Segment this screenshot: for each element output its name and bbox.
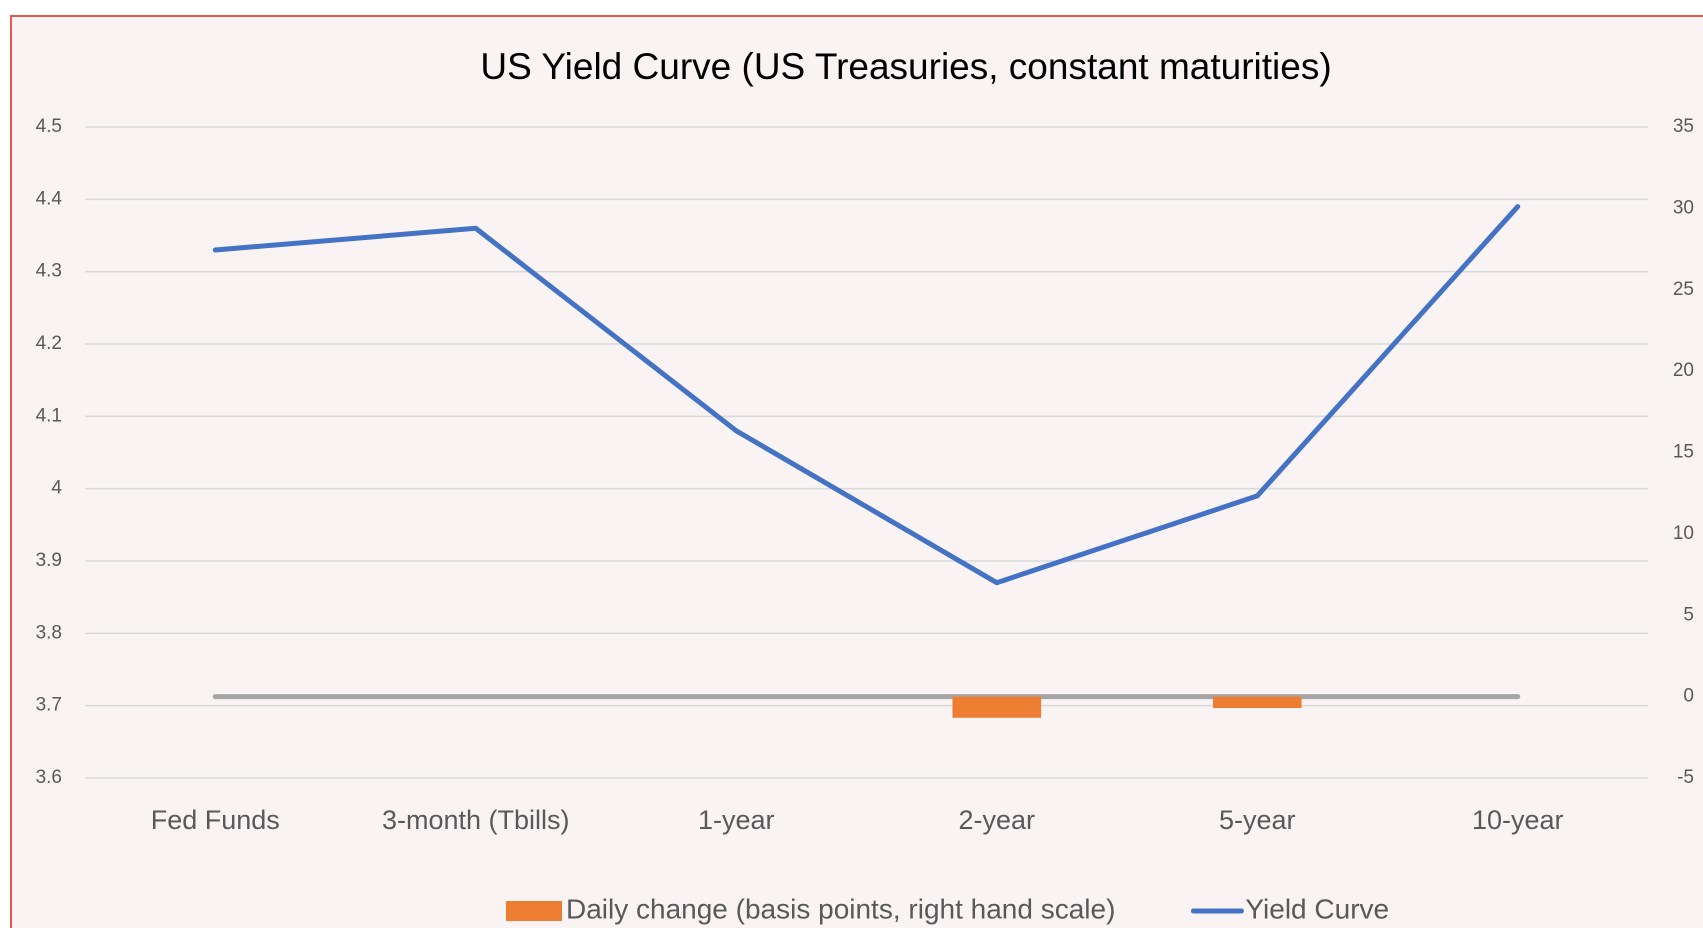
- y-tick-label: 4.5: [36, 116, 62, 137]
- y-tick-label: 4.4: [36, 188, 63, 209]
- legend-swatch: [506, 901, 562, 921]
- x-tick-label: 3-month (Tbills): [382, 805, 570, 835]
- y2-tick-label: 0: [1683, 686, 1694, 707]
- y-tick-label: 4.1: [36, 405, 62, 426]
- legend-label: Yield Curve: [1245, 893, 1389, 924]
- x-tick-label: 10-year: [1472, 805, 1564, 835]
- line: [212, 204, 1521, 586]
- y-tick-label: 3.6: [36, 767, 62, 788]
- y2-tick-label: 20: [1673, 360, 1694, 381]
- y2-tick-label: 5: [1683, 604, 1694, 625]
- y-tick-label: 4.3: [36, 261, 62, 282]
- y2-tick-label: 25: [1673, 279, 1694, 300]
- y-tick-label: 3.7: [36, 695, 62, 716]
- bar: [952, 696, 1042, 718]
- chart-frame: [10, 15, 1703, 928]
- y2-tick-label: 35: [1673, 116, 1694, 137]
- y-tick-label: 4: [51, 478, 62, 499]
- y2-tick-label: 10: [1673, 523, 1694, 544]
- x-tick-label: 2-year: [958, 805, 1035, 835]
- bar: [1212, 696, 1302, 709]
- y2-tick-label: 15: [1673, 442, 1694, 463]
- x-tick-label: 5-year: [1219, 805, 1296, 835]
- legend-label: Daily change (basis points, right hand s…: [566, 893, 1115, 924]
- y2-tick-label: 30: [1673, 197, 1694, 218]
- y-tick-label: 3.9: [36, 550, 62, 571]
- y-tick-label: 4.2: [36, 333, 62, 354]
- y2-tick-label: -5: [1677, 767, 1694, 788]
- x-tick-label: Fed Funds: [151, 805, 280, 835]
- x-tick-label: 1-year: [698, 805, 775, 835]
- y-tick-label: 3.8: [36, 622, 62, 643]
- chart-title: US Yield Curve (US Treasuries, constant …: [480, 46, 1331, 87]
